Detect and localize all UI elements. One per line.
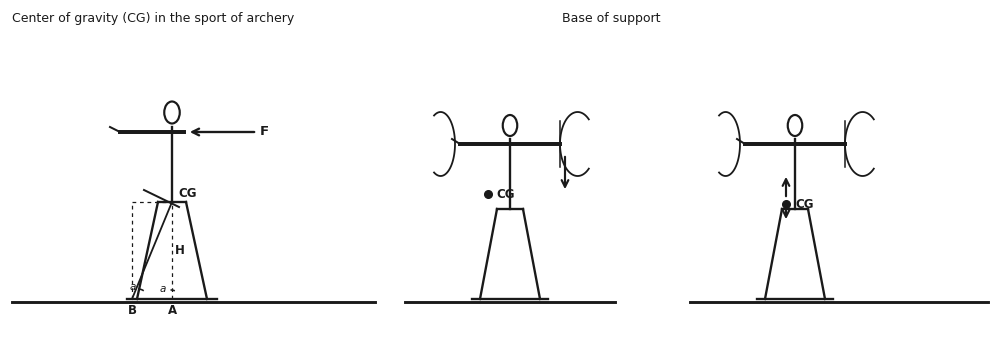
Text: F: F bbox=[260, 126, 269, 138]
Text: H: H bbox=[175, 244, 185, 257]
Text: A: A bbox=[167, 304, 177, 317]
Text: B: B bbox=[128, 304, 136, 317]
Text: Base of support: Base of support bbox=[562, 12, 660, 25]
Text: CG: CG bbox=[795, 198, 814, 211]
Text: a: a bbox=[160, 284, 166, 294]
Text: CG: CG bbox=[496, 188, 514, 200]
Text: a: a bbox=[130, 282, 136, 292]
Text: Center of gravity (CG) in the sport of archery: Center of gravity (CG) in the sport of a… bbox=[12, 12, 294, 25]
Text: CG: CG bbox=[178, 187, 196, 200]
